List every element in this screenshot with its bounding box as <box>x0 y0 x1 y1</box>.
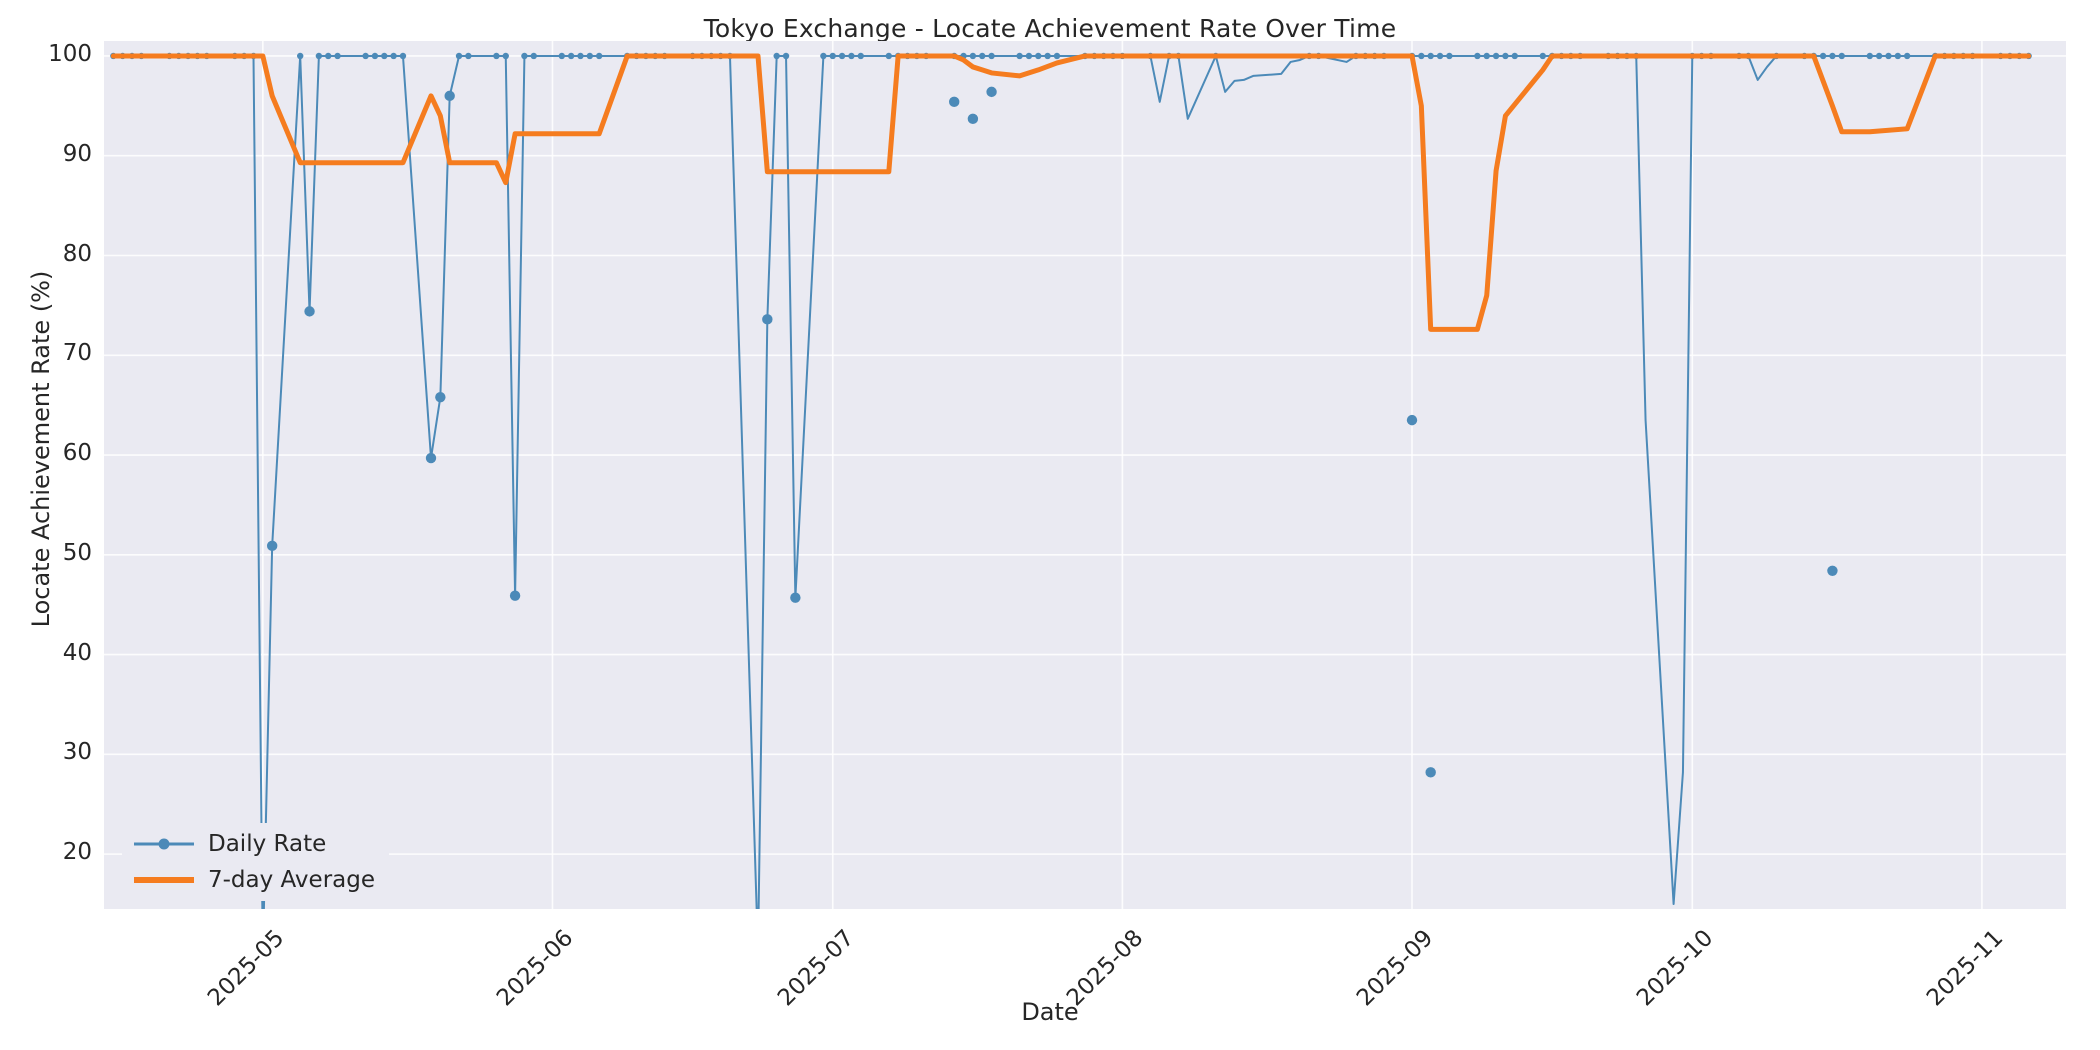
y-tick-label: 90 <box>62 140 92 167</box>
legend-label-seven-day-average: 7-day Average <box>208 867 375 893</box>
y-tick-label: 50 <box>62 539 92 566</box>
x-axis-label: Date <box>1021 998 1079 1026</box>
plot-area: Daily Rate 7-day Average <box>104 41 2066 909</box>
chart-legend: Daily Rate 7-day Average <box>122 823 389 901</box>
chart-title: Tokyo Exchange - Locate Achievement Rate… <box>703 14 1397 43</box>
legend-swatch-seven-day-average <box>132 867 196 893</box>
plot-background <box>104 41 2066 909</box>
legend-label-daily-rate: Daily Rate <box>208 831 327 857</box>
y-tick-label: 60 <box>62 440 92 467</box>
y-tick-label: 80 <box>62 240 92 267</box>
y-tick-label: 30 <box>62 739 92 766</box>
series-layer <box>110 52 2032 909</box>
y-tick-label: 100 <box>48 40 92 67</box>
legend-item-daily-rate[interactable]: Daily Rate <box>132 831 375 857</box>
legend-swatch-daily-rate <box>132 831 196 857</box>
legend-item-seven-day-average[interactable]: 7-day Average <box>132 867 375 893</box>
y-tick-label: 70 <box>62 340 92 367</box>
y-tick-label: 20 <box>62 839 92 866</box>
y-tick-label: 40 <box>62 639 92 666</box>
